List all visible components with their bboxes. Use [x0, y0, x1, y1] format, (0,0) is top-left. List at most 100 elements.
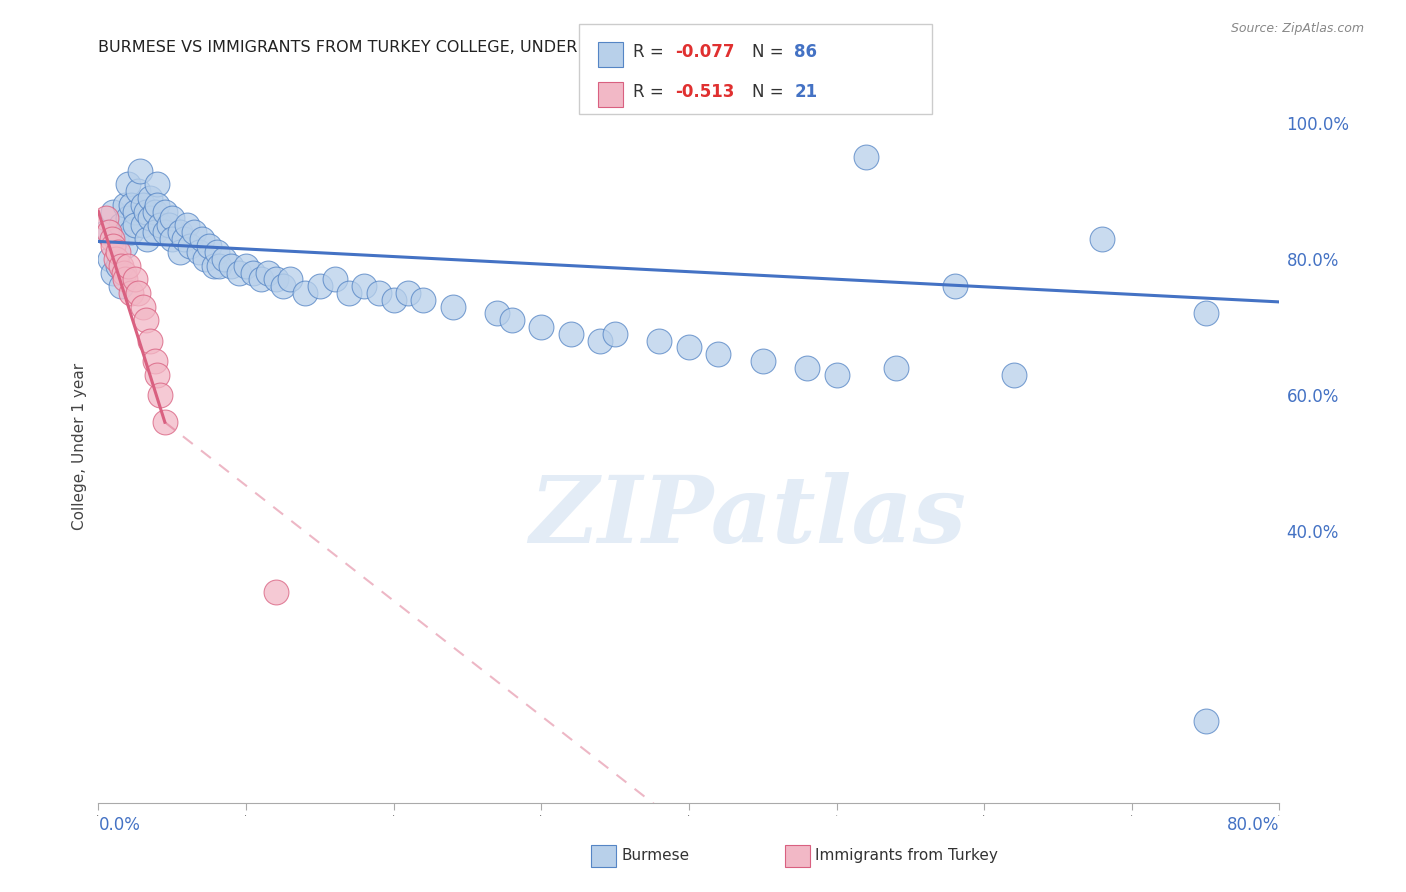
- Point: [368, 286, 391, 301]
- Point: [212, 252, 235, 266]
- Point: [105, 232, 128, 246]
- Text: N =: N =: [752, 83, 789, 101]
- Point: [205, 245, 228, 260]
- Point: [187, 245, 209, 260]
- Point: [605, 326, 627, 341]
- Point: [242, 266, 264, 280]
- Point: [162, 232, 183, 246]
- Point: [176, 218, 198, 232]
- Point: [1195, 306, 1218, 320]
- Point: [120, 198, 142, 212]
- Point: [382, 293, 405, 307]
- Point: [219, 259, 242, 273]
- Point: [153, 204, 176, 219]
- Point: [110, 218, 132, 232]
- Point: [179, 238, 201, 252]
- Point: [250, 272, 273, 286]
- Point: [132, 300, 155, 314]
- Point: [105, 252, 128, 266]
- Text: R =: R =: [633, 43, 669, 61]
- Point: [396, 286, 419, 301]
- Point: [1002, 368, 1025, 382]
- Text: 80.0%: 80.0%: [1227, 816, 1279, 834]
- Y-axis label: College, Under 1 year: College, Under 1 year: [72, 362, 87, 530]
- Point: [103, 238, 125, 252]
- Text: N =: N =: [752, 43, 789, 61]
- Point: [139, 211, 162, 226]
- Point: [103, 266, 125, 280]
- Point: [751, 354, 773, 368]
- Point: [114, 198, 136, 212]
- Point: [162, 211, 183, 226]
- Point: [110, 279, 132, 293]
- Point: [117, 211, 139, 226]
- Point: [173, 232, 195, 246]
- Point: [169, 225, 191, 239]
- Point: [120, 286, 142, 301]
- Point: [143, 204, 166, 219]
- Point: [264, 272, 287, 286]
- Point: [796, 360, 818, 375]
- Point: [143, 225, 166, 239]
- Point: [149, 388, 172, 402]
- Text: R =: R =: [633, 83, 669, 101]
- Point: [309, 279, 332, 293]
- Point: [264, 585, 287, 599]
- Point: [132, 218, 155, 232]
- Point: [146, 178, 169, 192]
- Point: [339, 286, 360, 301]
- Point: [235, 259, 257, 273]
- Text: Burmese: Burmese: [621, 848, 689, 863]
- Point: [127, 184, 149, 198]
- Point: [825, 368, 848, 382]
- Text: -0.077: -0.077: [675, 43, 734, 61]
- Point: [194, 252, 217, 266]
- Point: [110, 259, 132, 273]
- Point: [132, 198, 155, 212]
- Point: [94, 211, 117, 226]
- Point: [191, 232, 214, 246]
- Point: [943, 279, 966, 293]
- Text: -0.513: -0.513: [675, 83, 734, 101]
- Point: [107, 259, 129, 273]
- Point: [278, 272, 302, 286]
- Point: [707, 347, 730, 361]
- Point: [117, 178, 139, 192]
- Point: [124, 218, 146, 232]
- Point: [107, 245, 129, 260]
- Point: [146, 368, 169, 382]
- Point: [412, 293, 434, 307]
- Text: Source: ZipAtlas.com: Source: ZipAtlas.com: [1230, 22, 1364, 36]
- Point: [228, 266, 250, 280]
- Point: [124, 204, 146, 219]
- Point: [884, 360, 907, 375]
- Text: BURMESE VS IMMIGRANTS FROM TURKEY COLLEGE, UNDER 1 YEAR CORRELATION CHART: BURMESE VS IMMIGRANTS FROM TURKEY COLLEG…: [98, 40, 818, 55]
- Point: [135, 313, 157, 327]
- Point: [114, 272, 136, 286]
- Point: [501, 313, 523, 327]
- Point: [149, 218, 172, 232]
- Point: [114, 238, 136, 252]
- Point: [146, 198, 169, 212]
- Point: [441, 300, 464, 314]
- Point: [127, 286, 149, 301]
- Point: [589, 334, 612, 348]
- Point: [560, 326, 582, 341]
- Point: [648, 334, 671, 348]
- Point: [202, 259, 225, 273]
- Point: [257, 266, 280, 280]
- Point: [124, 272, 146, 286]
- Point: [208, 259, 231, 273]
- Point: [157, 218, 180, 232]
- Text: ZIPatlas: ZIPatlas: [530, 473, 966, 562]
- Point: [139, 191, 162, 205]
- Point: [323, 272, 346, 286]
- Point: [97, 225, 120, 239]
- Point: [112, 266, 135, 280]
- Point: [183, 225, 205, 239]
- Point: [1195, 714, 1218, 729]
- Point: [294, 286, 316, 301]
- Text: 86: 86: [794, 43, 817, 61]
- Point: [103, 204, 125, 219]
- Point: [353, 279, 375, 293]
